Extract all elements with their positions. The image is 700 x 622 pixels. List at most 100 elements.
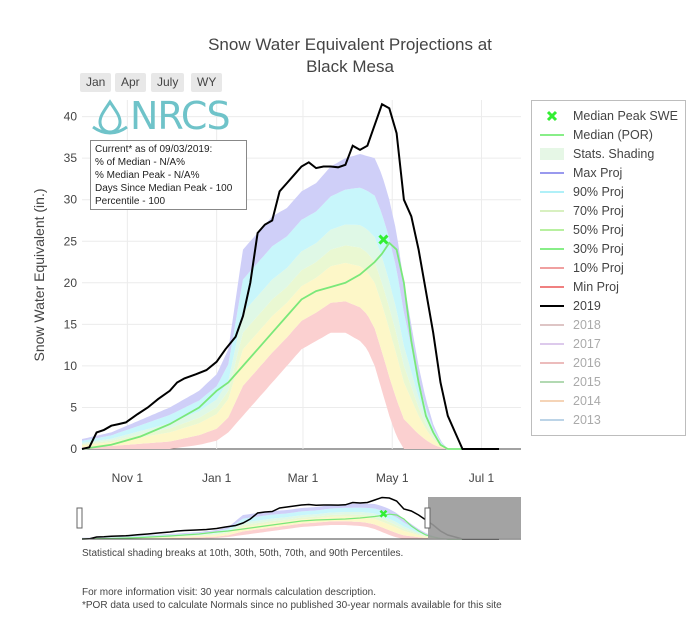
band-min-10 — [82, 301, 466, 449]
median-peak-marker — [378, 234, 389, 245]
series-2019-line — [81, 102, 499, 450]
legend-swatch — [540, 419, 564, 421]
range-button-jan[interactable]: Jan — [80, 73, 112, 92]
legend-swatch — [540, 172, 564, 174]
info-line: Current* as of 09/03/2019: — [95, 144, 213, 155]
chart-title-line-2: Black Mesa — [306, 57, 394, 76]
nav-right-handle[interactable] — [424, 507, 431, 529]
legend-swatch — [540, 286, 564, 288]
y-tick-label: 10 — [64, 359, 78, 373]
legend-label: 2015 — [573, 375, 601, 389]
y-tick-label: 30 — [64, 193, 78, 207]
legend-item-2013[interactable]: 2013 — [532, 411, 685, 430]
legend-item-2015[interactable]: 2015 — [532, 373, 685, 392]
legend-item-50-proj[interactable]: 50% Proj — [532, 221, 685, 240]
shading-footnote: Statistical shading breaks at 10th, 30th… — [82, 548, 404, 559]
legend-label: 2018 — [573, 318, 601, 332]
nrcs-logo: NRCS — [90, 94, 231, 139]
legend-item-median-peak-swe[interactable]: Median Peak SWE — [532, 107, 685, 126]
y-tick-label: 5 — [70, 400, 77, 414]
legend-label: Stats. Shading — [573, 147, 655, 161]
nav-unselected-region — [428, 497, 521, 539]
legend-label: 2017 — [573, 337, 601, 351]
legend-swatch — [540, 400, 564, 402]
info-line: % Median Peak - N/A% — [95, 170, 200, 181]
nav-median-peak-marker — [379, 509, 388, 518]
legend-swatch — [540, 381, 564, 383]
x-tick-label: Jan 1 — [202, 471, 232, 485]
nav-band-10-30 — [82, 516, 466, 539]
legend-label: 2016 — [573, 356, 601, 370]
current-info-box: Current* as of 09/03/2019: % of Median -… — [90, 140, 247, 210]
legend-swatch — [540, 343, 564, 345]
x-tick-label: Mar 1 — [288, 471, 319, 485]
legend-item-2017[interactable]: 2017 — [532, 335, 685, 354]
legend-swatch — [540, 362, 564, 364]
info-footnote[interactable]: For more information visit: 30 year norm… — [82, 587, 377, 598]
legend-item-min-proj[interactable]: Min Proj — [532, 278, 685, 297]
info-line: Percentile - 100 — [95, 196, 166, 207]
legend-swatch — [540, 305, 564, 307]
chart-title-line-1: Snow Water Equivalent Projections at — [208, 35, 492, 54]
legend-label: 90% Proj — [573, 185, 624, 199]
info-line: % of Median - N/A% — [95, 157, 186, 168]
info-line: Days Since Median Peak - 100 — [95, 183, 233, 194]
band-30-50 — [82, 245, 466, 449]
legend-label: 30% Proj — [573, 242, 624, 256]
y-tick-label: 0 — [70, 442, 77, 456]
nav-band-min-10 — [82, 521, 466, 539]
range-button-wy[interactable]: WY — [191, 73, 223, 92]
x-tick-label: Nov 1 — [112, 471, 144, 485]
legend-swatch — [540, 267, 564, 269]
legend-item-70-proj[interactable]: 70% Proj — [532, 202, 685, 221]
legend-item-max-proj[interactable]: Max Proj — [532, 164, 685, 183]
legend-label: Max Proj — [573, 166, 623, 180]
legend-item-stats-shading[interactable]: Stats. Shading — [532, 145, 685, 164]
x-tick-label: May 1 — [376, 471, 409, 485]
legend-label: 70% Proj — [573, 204, 624, 218]
range-navigator[interactable] — [76, 496, 521, 540]
legend-label: 2019 — [573, 299, 601, 313]
legend-label: Median (POR) — [573, 128, 653, 142]
legend-item-2014[interactable]: 2014 — [532, 392, 685, 411]
water-drop-icon — [92, 99, 128, 135]
band-10-30 — [82, 262, 466, 449]
por-footnote: *POR data used to calculate Normals sinc… — [82, 600, 502, 611]
y-axis-label: Snow Water Equivalent (in.) — [31, 189, 47, 362]
legend-item-median-por[interactable]: Median (POR) — [532, 126, 685, 145]
legend-label: 2013 — [573, 413, 601, 427]
nav-left-handle[interactable] — [76, 507, 83, 529]
legend-item-2018[interactable]: 2018 — [532, 316, 685, 335]
legend-swatch — [546, 110, 558, 122]
y-tick-label: 15 — [64, 317, 78, 331]
legend-item-10-proj[interactable]: 10% Proj — [532, 259, 685, 278]
legend-label: Median Peak SWE — [573, 109, 678, 123]
chart-legend: Median Peak SWE Median (POR) Stats. Shadin… — [531, 100, 686, 436]
legend-item-2019[interactable]: 2019 — [532, 297, 685, 316]
legend-label: 50% Proj — [573, 223, 624, 237]
y-tick-label: 25 — [64, 234, 78, 248]
legend-swatch — [540, 229, 564, 231]
range-button-july[interactable]: July — [151, 73, 185, 92]
legend-label: 10% Proj — [573, 261, 624, 275]
y-tick-label: 35 — [64, 151, 78, 165]
series-lines — [81, 102, 499, 450]
median-por-line — [81, 241, 463, 450]
legend-swatch — [540, 191, 564, 193]
y-tick-label: 20 — [64, 276, 78, 290]
legend-item-2016[interactable]: 2016 — [532, 354, 685, 373]
axes: 0 5 10 15 20 25 30 35 40 Nov 1 Jan 1 Mar 1 May 1 Jul … — [31, 110, 494, 485]
legend-label: Min Proj — [573, 280, 619, 294]
legend-swatch — [540, 210, 564, 212]
legend-label: 2014 — [573, 394, 601, 408]
legend-item-90-proj[interactable]: 90% Proj — [532, 183, 685, 202]
logo-text: NRCS — [130, 94, 231, 138]
range-button-apr[interactable]: Apr — [115, 73, 146, 92]
legend-item-30-proj[interactable]: 30% Proj — [532, 240, 685, 259]
legend-swatch — [540, 148, 564, 160]
legend-swatch — [540, 248, 564, 250]
legend-swatch — [540, 134, 564, 136]
legend-swatch — [540, 324, 564, 326]
x-tick-label: Jul 1 — [469, 471, 495, 485]
